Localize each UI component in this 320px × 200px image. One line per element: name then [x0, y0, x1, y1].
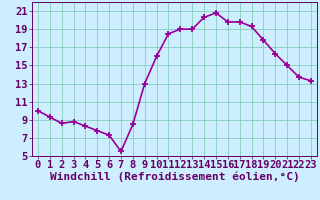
X-axis label: Windchill (Refroidissement éolien,°C): Windchill (Refroidissement éolien,°C) [50, 172, 299, 182]
